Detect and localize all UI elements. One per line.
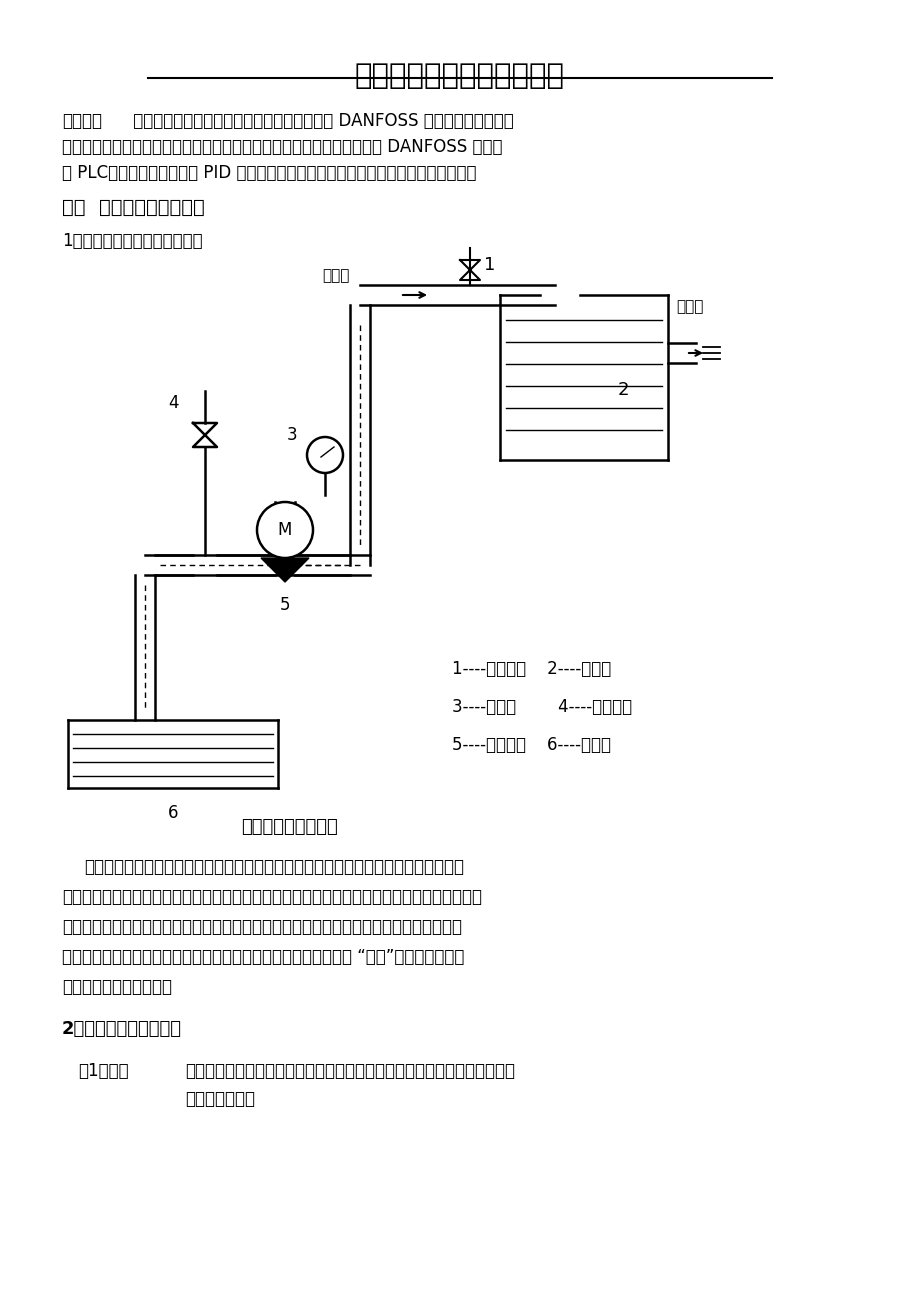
Text: 与 PLC（编程序控制器）及 PID 控制器等自动化元件结合实现变频自动恒压供水系统。: 与 PLC（编程序控制器）及 PID 控制器等自动化元件结合实现变频自动恒压供水… — [62, 164, 476, 182]
Text: 或其它远处的水池中，通过压力表来显示供水压力，当系统供水压力超过或者低于设定压力时，: 或其它远处的水池中，通过压力表来显示供水压力，当系统供水压力超过或者低于设定压力… — [62, 888, 482, 906]
Circle shape — [256, 503, 312, 559]
Text: 以恒压供水系统的工作特性为例，介绍了丹麦 DANFOSS 变频器应用于变频调: 以恒压供水系统的工作特性为例，介绍了丹麦 DANFOSS 变频器应用于变频调 — [128, 112, 513, 130]
Text: 1----出水阀门    2----供水池: 1----出水阀门 2----供水池 — [451, 660, 610, 678]
Text: 2、供水系统的主要参数: 2、供水系统的主要参数 — [62, 1019, 182, 1038]
Text: 变频器在供水系统中的应用: 变频器在供水系统中的应用 — [355, 62, 564, 90]
Text: 出水口: 出水口 — [675, 299, 703, 315]
Text: 4: 4 — [168, 395, 179, 411]
Text: 6: 6 — [167, 805, 178, 822]
Text: 入水口: 入水口 — [322, 268, 349, 283]
Text: 5----水泵装置    6----蓄水池: 5----水泵装置 6----蓄水池 — [451, 736, 610, 754]
Text: 3: 3 — [286, 426, 297, 444]
Text: 3----压力表        4----进水阀门: 3----压力表 4----进水阀门 — [451, 698, 631, 716]
Text: 供水系统的基本组成: 供水系统的基本组成 — [242, 818, 338, 836]
Text: 以适应用户使用的要求。: 以适应用户使用的要求。 — [62, 978, 172, 996]
Text: 以上是一套简单的供水系统基本组成，它主要是由水泵装置将低处水吸入加压抚到高处: 以上是一套简单的供水系统基本组成，它主要是由水泵装置将低处水吸入加压抚到高处 — [84, 858, 463, 876]
Text: 【概述】: 【概述】 — [62, 112, 102, 130]
Text: 于水流的速度。: 于水流的速度。 — [185, 1090, 255, 1108]
Text: 单位时间内通过管道截面的水流量，在管道截面不变的情况下，其大小决定: 单位时间内通过管道截面的水流量，在管道截面不变的情况下，其大小决定 — [185, 1062, 515, 1079]
Text: 5: 5 — [279, 596, 289, 615]
Text: M: M — [278, 521, 292, 539]
Text: 1、供水系统的基本构造及原理: 1、供水系统的基本构造及原理 — [62, 232, 202, 250]
Polygon shape — [261, 559, 309, 582]
Text: 一．  供水系统运行及特点: 一． 供水系统运行及特点 — [62, 198, 205, 217]
Text: 速供水系统中在节能、消除水锤效应、恒压运行等方面的优点，以及使用 DANFOSS 变频器: 速供水系统中在节能、消除水锤效应、恒压运行等方面的优点，以及使用 DANFOSS… — [62, 138, 502, 156]
Text: （即电机的额定转速）不变，是通过改变系统水路中的阻力大小来 “强行”改变系统压力，: （即电机的额定转速）不变，是通过改变系统水路中的阻力大小来 “强行”改变系统压力… — [62, 948, 464, 966]
Text: 1: 1 — [483, 256, 494, 273]
Text: 再通过手动调节出水阀门来调节系统压力，而这种阀门控制法的实质是水泵本身的供应能力: 再通过手动调节出水阀门来调节系统压力，而这种阀门控制法的实质是水泵本身的供应能力 — [62, 918, 461, 936]
Circle shape — [307, 437, 343, 473]
Text: 2: 2 — [617, 381, 628, 398]
Text: （1）流量: （1）流量 — [78, 1062, 129, 1079]
